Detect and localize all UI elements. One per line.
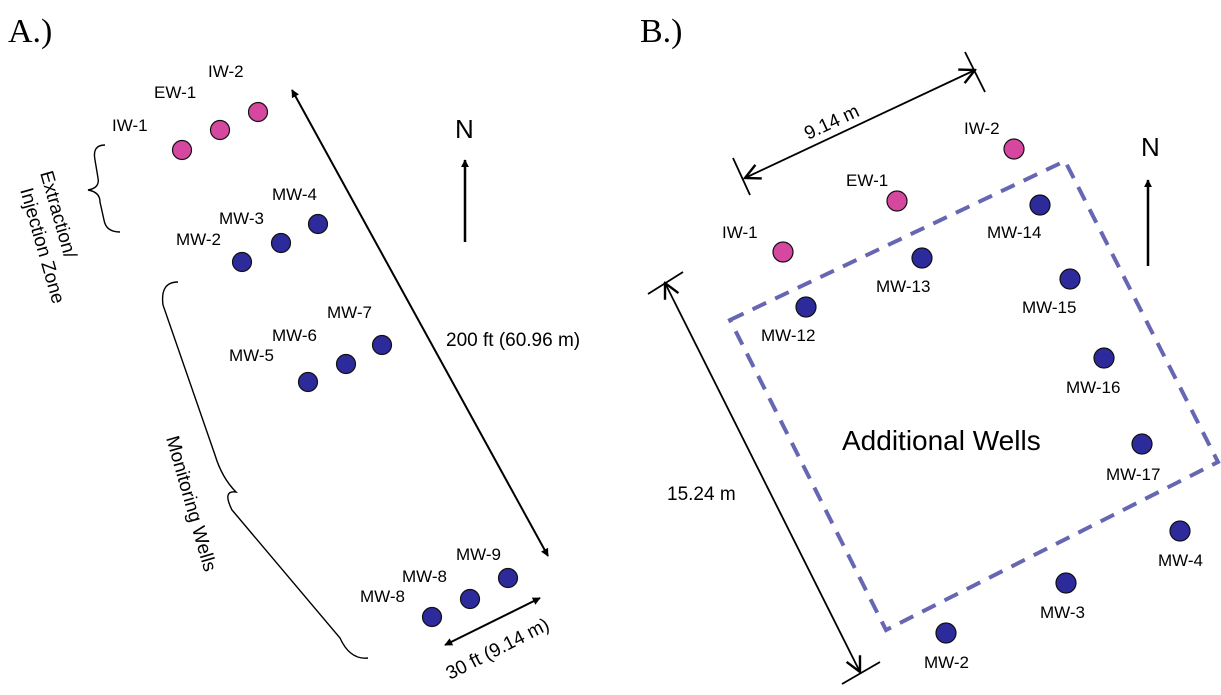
monitoring-wells-brace <box>161 281 369 659</box>
label-b-mw-12: MW-12 <box>761 326 815 345</box>
dimension-top-arrow <box>745 70 975 178</box>
panel-a: A.) IW-1 EW-1 IW-2 MW-2 MW-3 MW-4 MW-5 <box>8 13 580 684</box>
well-mw-7-marker <box>371 334 393 356</box>
label-mw-4: MW-4 <box>272 185 317 204</box>
label-b-mw-15: MW-15 <box>1022 298 1076 317</box>
well-b-mw-4-marker <box>1169 520 1191 542</box>
dimension-top-tick-right <box>964 51 986 93</box>
well-mw-5-marker <box>297 371 319 393</box>
dimension-short-arrow <box>444 597 541 646</box>
well-b-mw-17-marker <box>1131 433 1153 455</box>
label-mw-3: MW-3 <box>219 209 264 228</box>
additional-wells-label: Additional Wells <box>842 425 1041 456</box>
well-mw-9-marker <box>497 567 519 589</box>
well-b-iw-2-marker <box>1003 138 1025 160</box>
well-iw-1-marker <box>171 139 193 161</box>
dimension-long-arrow <box>291 89 549 557</box>
panel-b-wells <box>772 138 1191 644</box>
label-b-ew-1: EW-1 <box>846 171 888 190</box>
zone-monitoring-label: Monitoring Wells <box>161 434 220 574</box>
panel-b-well-labels: IW-1 EW-1 IW-2 MW-12 MW-13 MW-14 MW-15 M… <box>722 119 1203 672</box>
additional-wells-boundary <box>727 158 1221 633</box>
label-ew-1: EW-1 <box>154 83 196 102</box>
label-mw-6: MW-6 <box>272 326 317 345</box>
extraction-zone-brace <box>87 144 121 233</box>
label-mw-2: MW-2 <box>176 230 221 249</box>
panel-b: B.) Additional Wells 9.14 m 15.24 m N <box>640 13 1221 685</box>
label-mw-5: MW-5 <box>229 346 274 365</box>
dimension-left-tick-bottom <box>841 661 881 685</box>
panel-a-well-labels: IW-1 EW-1 IW-2 MW-2 MW-3 MW-4 MW-5 MW-6 … <box>112 62 501 606</box>
label-b-mw-14: MW-14 <box>987 223 1041 242</box>
well-b-mw-16-marker <box>1093 347 1115 369</box>
label-b-iw-2: IW-2 <box>964 119 1000 138</box>
well-mw-2-marker <box>231 251 253 273</box>
dimension-left-tick-top <box>647 271 684 295</box>
north-label-a: N <box>455 114 474 144</box>
label-mw-7: MW-7 <box>327 303 372 322</box>
dimension-left-arrow <box>665 283 860 672</box>
well-ew-1-marker <box>209 119 231 141</box>
panel-a-label: A.) <box>8 13 52 50</box>
well-mw-4-marker <box>307 213 329 235</box>
label-mw-8b: MW-8 <box>402 567 447 586</box>
well-b-mw-13-marker <box>911 247 933 269</box>
north-label-b: N <box>1141 132 1160 162</box>
label-b-iw-1: IW-1 <box>722 223 758 242</box>
label-b-mw-4: MW-4 <box>1158 551 1203 570</box>
well-b-mw-3-marker <box>1055 572 1077 594</box>
panel-b-label: B.) <box>640 13 683 50</box>
dimension-top-tick-left <box>732 157 751 196</box>
well-b-mw-15-marker <box>1059 268 1081 290</box>
well-b-mw-2-marker <box>935 622 957 644</box>
well-mw-3-marker <box>270 232 292 254</box>
well-b-mw-14-marker <box>1029 194 1051 216</box>
label-b-mw-13: MW-13 <box>876 277 930 296</box>
well-b-mw-12-marker <box>795 296 817 318</box>
label-mw-8a: MW-8 <box>360 587 405 606</box>
well-b-iw-1-marker <box>772 241 794 263</box>
dimension-long-label: 200 ft (60.96 m) <box>446 330 580 351</box>
well-b-ew-1-marker <box>886 190 908 212</box>
label-b-mw-3: MW-3 <box>1040 603 1085 622</box>
label-b-mw-17: MW-17 <box>1106 465 1160 484</box>
dimension-short-label: 30 ft (9.14 m) <box>443 614 553 684</box>
label-iw-1: IW-1 <box>112 116 148 135</box>
well-iw-2-marker <box>247 101 269 123</box>
label-mw-9: MW-9 <box>456 545 501 564</box>
label-b-mw-2: MW-2 <box>924 653 969 672</box>
label-b-mw-16: MW-16 <box>1066 378 1120 397</box>
well-mw-8a-marker <box>421 606 443 628</box>
well-mw-6-marker <box>335 353 357 375</box>
label-iw-2: IW-2 <box>208 62 244 81</box>
dimension-left-label: 15.24 m <box>667 484 736 505</box>
well-mw-8b-marker <box>459 588 481 610</box>
